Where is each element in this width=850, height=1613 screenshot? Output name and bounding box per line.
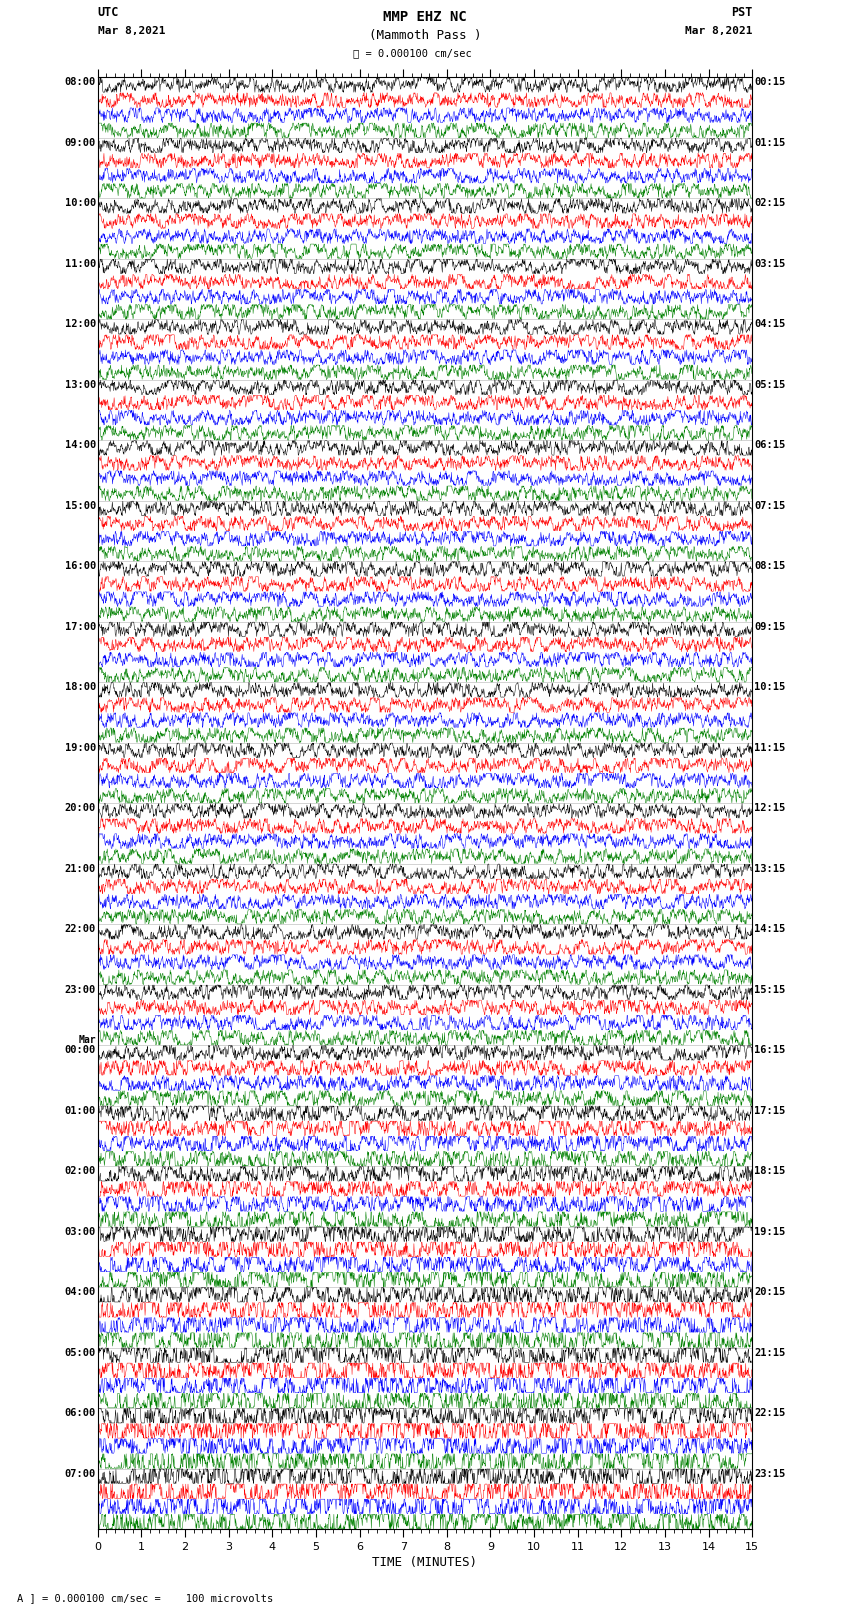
Text: 02:00: 02:00 bbox=[65, 1166, 96, 1176]
Text: 16:00: 16:00 bbox=[65, 561, 96, 571]
Text: MMP EHZ NC: MMP EHZ NC bbox=[383, 10, 467, 24]
Text: 16:15: 16:15 bbox=[754, 1045, 785, 1055]
Text: 01:00: 01:00 bbox=[65, 1107, 96, 1116]
Text: 10:15: 10:15 bbox=[754, 682, 785, 692]
Text: 13:15: 13:15 bbox=[754, 865, 785, 874]
Text: ⎹ = 0.000100 cm/sec: ⎹ = 0.000100 cm/sec bbox=[353, 48, 472, 58]
Text: 11:00: 11:00 bbox=[65, 260, 96, 269]
Text: 09:00: 09:00 bbox=[65, 139, 96, 148]
Text: 17:00: 17:00 bbox=[65, 623, 96, 632]
Text: 04:00: 04:00 bbox=[65, 1287, 96, 1297]
Text: 22:00: 22:00 bbox=[65, 924, 96, 934]
Text: 21:00: 21:00 bbox=[65, 865, 96, 874]
Text: 10:00: 10:00 bbox=[65, 198, 96, 208]
Text: 08:15: 08:15 bbox=[754, 561, 785, 571]
Text: 02:15: 02:15 bbox=[754, 198, 785, 208]
Text: 00:00: 00:00 bbox=[65, 1045, 96, 1055]
Text: 23:15: 23:15 bbox=[754, 1468, 785, 1479]
Text: (Mammoth Pass ): (Mammoth Pass ) bbox=[369, 29, 481, 42]
Text: 19:15: 19:15 bbox=[754, 1227, 785, 1237]
Text: 05:00: 05:00 bbox=[65, 1348, 96, 1358]
Text: 04:15: 04:15 bbox=[754, 319, 785, 329]
Text: 07:15: 07:15 bbox=[754, 500, 785, 511]
Text: 08:00: 08:00 bbox=[65, 77, 96, 87]
Text: 15:00: 15:00 bbox=[65, 500, 96, 511]
Text: 14:00: 14:00 bbox=[65, 440, 96, 450]
Text: Mar: Mar bbox=[78, 1036, 96, 1045]
Text: 05:15: 05:15 bbox=[754, 381, 785, 390]
Text: 06:00: 06:00 bbox=[65, 1408, 96, 1418]
Text: PST: PST bbox=[731, 6, 752, 19]
Text: 20:00: 20:00 bbox=[65, 803, 96, 813]
Text: Mar 8,2021: Mar 8,2021 bbox=[98, 26, 165, 35]
Text: 18:15: 18:15 bbox=[754, 1166, 785, 1176]
Text: 12:15: 12:15 bbox=[754, 803, 785, 813]
Text: 09:15: 09:15 bbox=[754, 623, 785, 632]
X-axis label: TIME (MINUTES): TIME (MINUTES) bbox=[372, 1557, 478, 1569]
Text: Mar 8,2021: Mar 8,2021 bbox=[685, 26, 752, 35]
Text: 07:00: 07:00 bbox=[65, 1468, 96, 1479]
Text: 12:00: 12:00 bbox=[65, 319, 96, 329]
Text: 23:00: 23:00 bbox=[65, 984, 96, 995]
Text: 19:00: 19:00 bbox=[65, 742, 96, 753]
Text: 13:00: 13:00 bbox=[65, 381, 96, 390]
Text: 21:15: 21:15 bbox=[754, 1348, 785, 1358]
Text: UTC: UTC bbox=[98, 6, 119, 19]
Text: 18:00: 18:00 bbox=[65, 682, 96, 692]
Text: 11:15: 11:15 bbox=[754, 742, 785, 753]
Text: A ] = 0.000100 cm/sec =    100 microvolts: A ] = 0.000100 cm/sec = 100 microvolts bbox=[17, 1594, 273, 1603]
Text: 14:15: 14:15 bbox=[754, 924, 785, 934]
Text: 22:15: 22:15 bbox=[754, 1408, 785, 1418]
Text: 20:15: 20:15 bbox=[754, 1287, 785, 1297]
Text: 03:00: 03:00 bbox=[65, 1227, 96, 1237]
Text: 06:15: 06:15 bbox=[754, 440, 785, 450]
Text: 03:15: 03:15 bbox=[754, 260, 785, 269]
Text: 17:15: 17:15 bbox=[754, 1107, 785, 1116]
Text: 00:15: 00:15 bbox=[754, 77, 785, 87]
Text: 01:15: 01:15 bbox=[754, 139, 785, 148]
Text: 15:15: 15:15 bbox=[754, 984, 785, 995]
